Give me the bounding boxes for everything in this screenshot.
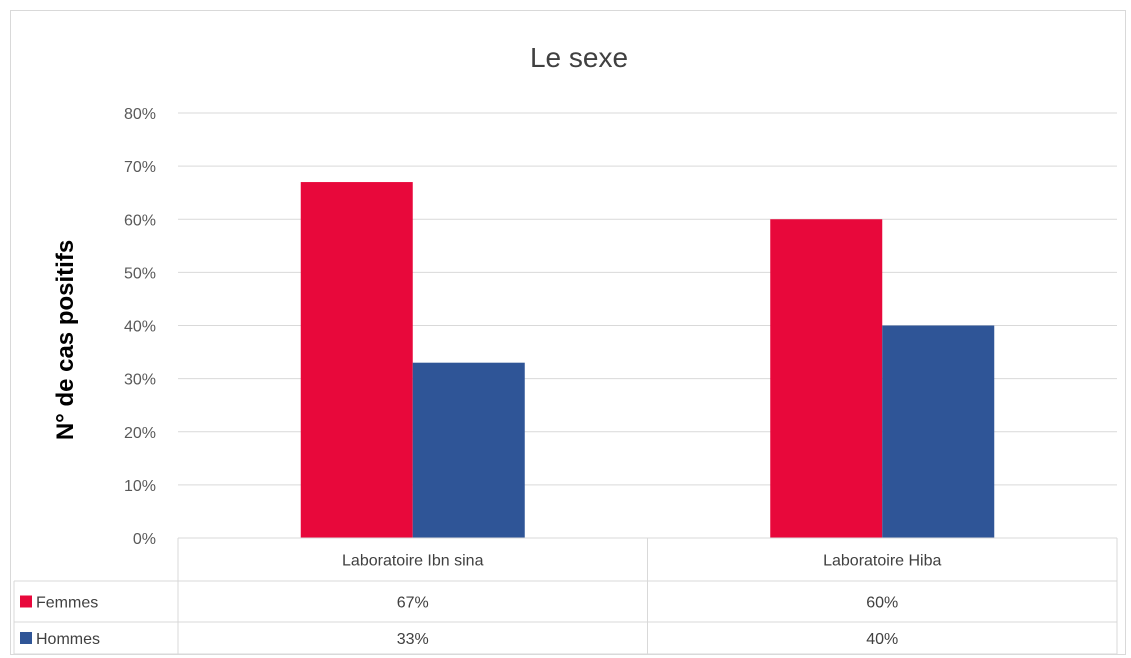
y-tick-label: 0% xyxy=(133,531,156,548)
chart-title: Le sexe xyxy=(530,42,628,73)
y-axis-label: N° de cas positifs xyxy=(52,240,79,440)
y-tick-label: 80% xyxy=(124,106,156,123)
data-label: 33% xyxy=(397,631,429,648)
legend-label-hommes: Hommes xyxy=(36,631,100,648)
y-tick-label: 30% xyxy=(124,372,156,389)
data-table: Laboratoire Ibn sina Laboratoire Hiba Femm… xyxy=(13,537,1118,655)
data-label: 60% xyxy=(866,595,898,612)
y-tick-label: 50% xyxy=(124,265,156,282)
y-tick-label: 40% xyxy=(124,319,156,336)
bar-hommes-2 xyxy=(882,325,995,538)
legend-swatch-femmes xyxy=(20,595,32,608)
x-category-label: Laboratoire Ibn sina xyxy=(342,553,484,570)
bar-femmes-2 xyxy=(770,219,883,538)
y-tick-label: 10% xyxy=(124,478,156,495)
x-category-label: Laboratoire Hiba xyxy=(823,553,941,570)
bar-femmes-1 xyxy=(300,182,413,538)
legend-label-femmes: Femmes xyxy=(36,595,98,612)
y-tick-label: 70% xyxy=(124,159,156,176)
y-tick-label: 20% xyxy=(124,425,156,442)
bar-hommes-1 xyxy=(412,362,525,538)
data-label: 40% xyxy=(866,631,898,648)
bars xyxy=(300,182,995,538)
data-label: 67% xyxy=(397,595,429,612)
legend-swatch-hommes xyxy=(20,632,32,644)
y-tick-labels: 0% 10% 20% 30% 40% 50% 60% 70% 80% xyxy=(124,106,156,548)
y-tick-label: 60% xyxy=(124,212,156,229)
